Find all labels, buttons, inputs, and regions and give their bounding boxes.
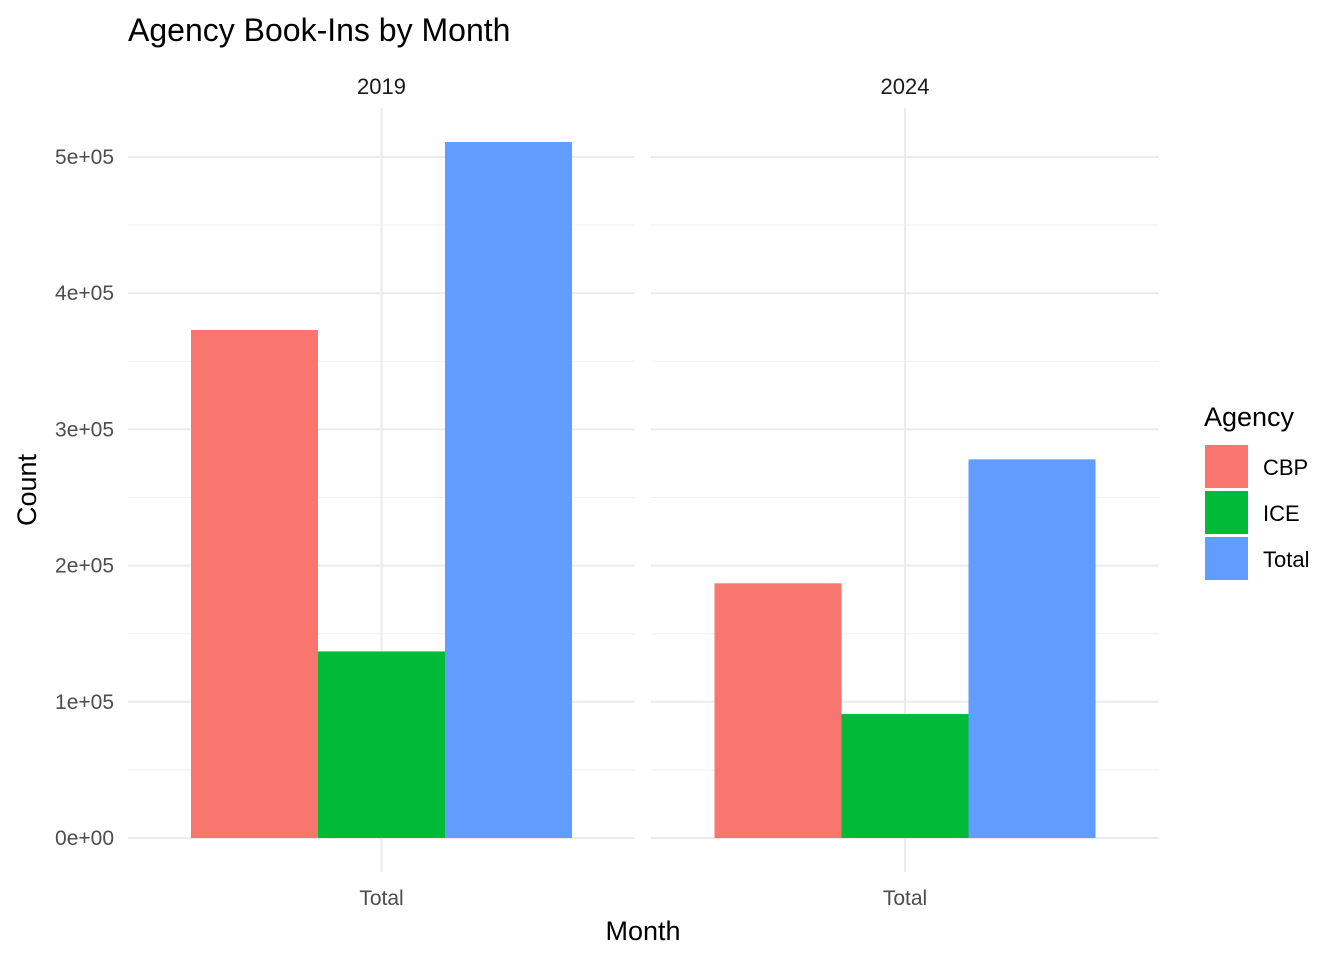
legend-label-ice: ICE [1263, 501, 1300, 526]
legend: Agency CBP ICE Total [1204, 402, 1309, 580]
y-tick-label: 4e+05 [55, 282, 114, 305]
facet-panel-2019: 2019 Total [128, 74, 635, 910]
facet-strip-label: 2019 [357, 74, 406, 99]
y-axis-label: Count [12, 453, 42, 526]
legend-key-cbp [1205, 445, 1248, 488]
x-tick-label: Total [883, 887, 927, 910]
bar-2019-cbp [191, 329, 318, 838]
y-tick-label: 2e+05 [55, 555, 114, 578]
y-axis-ticks: 0e+00 1e+05 2e+05 3e+05 4e+05 5e+05 [55, 146, 114, 850]
bar-2019-total [445, 142, 572, 838]
bar-2024-cbp [714, 583, 842, 838]
bar-2019-ice [318, 651, 445, 838]
bar-2024-ice [841, 714, 969, 838]
legend-title: Agency [1204, 402, 1295, 432]
facet-panel-2024: 2024 Total [651, 74, 1159, 910]
y-tick-label: 1e+05 [55, 691, 114, 714]
legend-label-total: Total [1263, 547, 1309, 572]
chart-title: Agency Book-Ins by Month [128, 12, 510, 48]
legend-key-total [1205, 537, 1248, 580]
legend-key-ice [1205, 491, 1248, 534]
facet-panels: 2019 Total 2024 Total [128, 74, 1159, 910]
legend-label-cbp: CBP [1263, 455, 1308, 480]
y-tick-label: 0e+00 [55, 827, 114, 850]
y-tick-label: 3e+05 [55, 418, 114, 441]
facet-strip-label: 2024 [881, 74, 930, 99]
bar-2024-total [968, 459, 1096, 838]
x-tick-label: Total [359, 887, 403, 910]
x-axis-label: Month [605, 916, 680, 946]
y-tick-label: 5e+05 [55, 146, 114, 169]
